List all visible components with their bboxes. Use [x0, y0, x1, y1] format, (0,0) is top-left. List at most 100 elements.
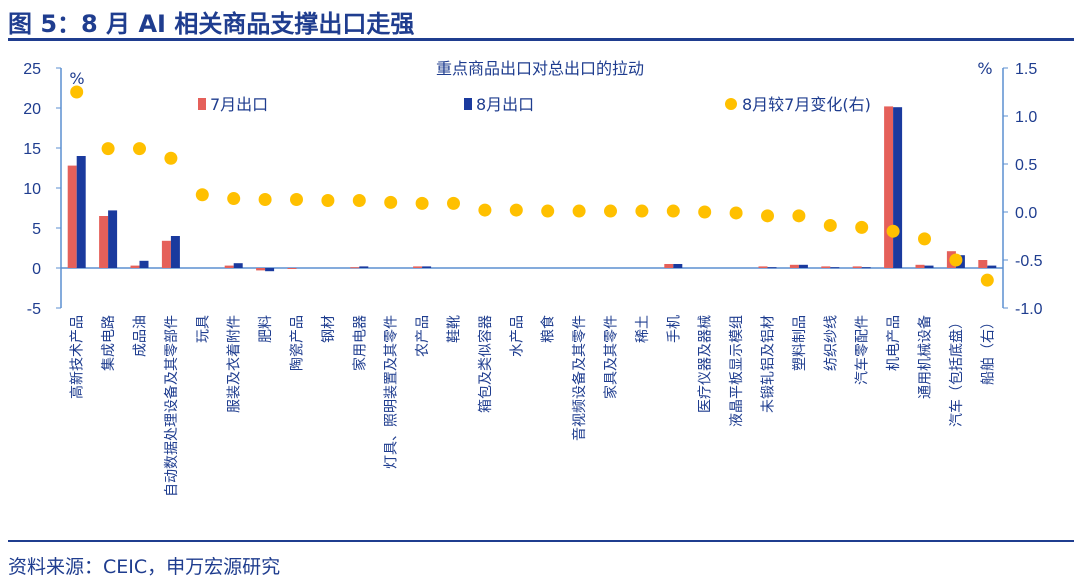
- category-label: 钢材: [321, 315, 337, 343]
- category-label: 自动数据处理设备及其零部件: [163, 315, 180, 497]
- change-point: [635, 204, 649, 218]
- change-point: [855, 220, 869, 234]
- bar-jul: [99, 216, 109, 268]
- change-point: [384, 195, 398, 209]
- change-point: [509, 203, 523, 217]
- category-label: 塑料制品: [792, 315, 808, 371]
- category-label: 未锻轧铝及铝材: [761, 315, 777, 413]
- y2-tick-label: -0.5: [1015, 253, 1043, 270]
- category-label: 纺织纱线: [823, 315, 839, 371]
- title-rule: [8, 38, 1074, 41]
- change-point: [918, 232, 931, 246]
- chart-title: 重点商品出口对总出口的拉动: [436, 59, 644, 78]
- legend-swatch-aug: [464, 98, 472, 110]
- category-label: 陶瓷产品: [290, 315, 306, 371]
- category-layer: 高新技术产品 集成电路 成品油 自动数据处理设备及其零部件 玩具 服装及衣着附件 肥料 陶瓷产…: [69, 315, 997, 497]
- bar-jul: [350, 267, 360, 269]
- category-label: 灯具、照明装置及其零件: [384, 315, 400, 469]
- change-point: [698, 205, 712, 219]
- y2-tick-label: 1.0: [1015, 109, 1037, 126]
- y-tick-label: 25: [23, 61, 41, 78]
- category-label: 成品油: [133, 315, 149, 357]
- category-label: 农产品: [415, 315, 431, 357]
- bar-jul: [67, 165, 77, 268]
- change-point: [195, 188, 209, 202]
- bar-jul: [413, 266, 423, 268]
- y-tick-label: -5: [27, 301, 41, 318]
- change-point: [823, 218, 837, 232]
- change-point: [666, 204, 680, 218]
- legend-label-aug: 8月出口: [476, 95, 534, 114]
- category-label: 稀土: [635, 315, 651, 343]
- category-label: 船舶（右）: [980, 315, 996, 385]
- change-point: [604, 204, 617, 218]
- change-point: [133, 142, 146, 156]
- bar-aug: [359, 266, 369, 268]
- chart: -5 0 5 10 15 20 25 -1.0 -0.5 0.0 0.5 1.0 1.5 高新技术产品集…: [23, 59, 1043, 497]
- change-point: [415, 196, 429, 210]
- bar-aug: [893, 107, 903, 268]
- legend: 7月出口 8月出口 8月较7月变化(右): [198, 95, 871, 114]
- bar-jul: [130, 265, 140, 268]
- y-tick-label: 0: [32, 261, 41, 278]
- y2-axis-label: %: [977, 59, 992, 78]
- category-label: 鞋靴: [447, 315, 463, 343]
- category-label: 服装及衣着附件: [227, 315, 243, 413]
- source-note: 资料来源：CEIC，申万宏源研究: [8, 556, 281, 578]
- change-point: [729, 206, 743, 220]
- change-point: [290, 193, 303, 207]
- legend-label-jul: 7月出口: [210, 95, 268, 114]
- change-point: [949, 253, 963, 267]
- change-point: [447, 196, 460, 210]
- bar-aug: [767, 267, 777, 269]
- bar-aug: [76, 156, 86, 268]
- change-point: [352, 193, 366, 207]
- bar-jul: [915, 264, 925, 268]
- bar-aug: [170, 236, 180, 268]
- bar-aug: [830, 267, 840, 269]
- bar-aug: [108, 210, 118, 268]
- legend-label-change: 8月较7月变化(右): [742, 95, 871, 114]
- figure-title: 图 5：8 月 AI 相关商品支撑出口走强: [8, 10, 415, 38]
- change-point: [980, 273, 994, 287]
- legend-swatch-change: [725, 98, 737, 110]
- y2-tick-label: 0.0: [1015, 205, 1037, 222]
- bar-aug: [265, 268, 275, 272]
- change-point: [101, 142, 115, 156]
- y-axis-label: %: [69, 69, 84, 88]
- change-point: [572, 204, 586, 218]
- change-point: [258, 193, 272, 207]
- category-label: 通用机械设备: [917, 315, 934, 399]
- change-point: [886, 224, 900, 238]
- y-tick-label: 15: [23, 141, 41, 158]
- category-label: 音视频设备及其零件: [571, 315, 588, 441]
- dot-layer: [70, 85, 994, 287]
- bar-aug: [673, 264, 683, 268]
- bar-jul: [758, 266, 768, 268]
- change-point: [478, 203, 492, 217]
- y-tick-label: 20: [23, 101, 41, 118]
- y-tick-label: 10: [23, 181, 41, 198]
- category-label: 玩具: [195, 315, 211, 343]
- bar-jul: [161, 240, 171, 268]
- change-point: [321, 193, 335, 207]
- bar-jul: [884, 106, 894, 269]
- change-point: [164, 151, 178, 165]
- bar-aug: [987, 265, 997, 268]
- bar-jul: [821, 266, 831, 268]
- y2-tick-label: 1.5: [1015, 61, 1037, 78]
- category-label: 家具及其零件: [603, 315, 620, 399]
- bar-jul: [224, 265, 234, 268]
- bar-jul: [978, 260, 988, 268]
- category-label: 机电产品: [886, 315, 902, 371]
- bottom-rule: [8, 540, 1074, 542]
- bar-aug: [139, 260, 149, 268]
- bar-aug: [233, 263, 243, 268]
- change-point: [227, 192, 241, 206]
- category-label: 水产品: [509, 315, 525, 357]
- category-label: 家用电器: [351, 315, 368, 371]
- bar-aug: [798, 264, 808, 268]
- bar-jul: [789, 264, 799, 268]
- change-point: [541, 204, 555, 218]
- bar-jul: [287, 268, 297, 269]
